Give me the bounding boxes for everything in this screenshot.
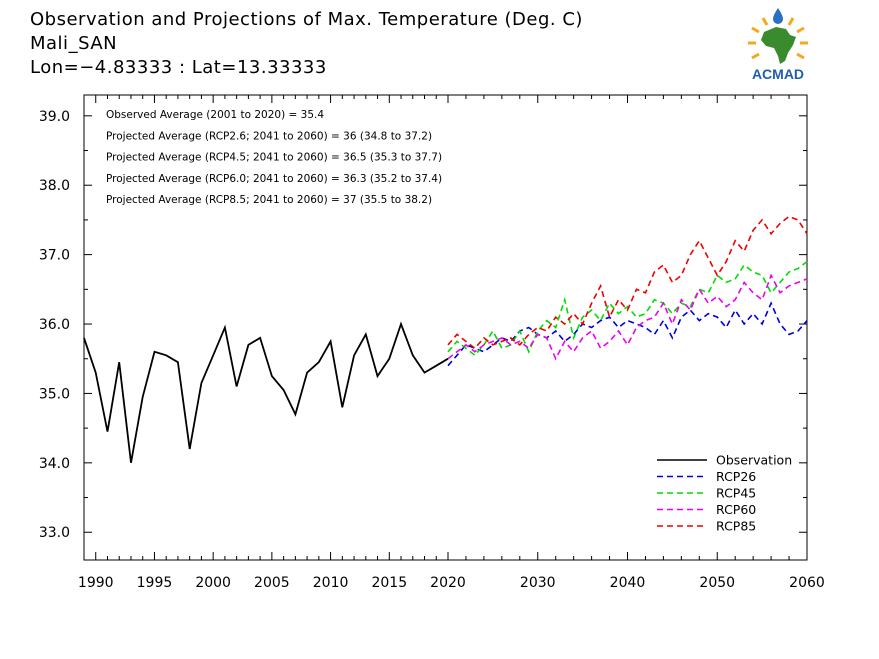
x-tick-label: 2050 — [699, 575, 735, 591]
x-tick-label: 2015 — [371, 575, 407, 591]
series-line-rcp26 — [447, 301, 808, 367]
acmad-logo: ACMAD — [748, 8, 808, 82]
logo-water-drop — [773, 8, 783, 24]
x-tick-label: 2040 — [610, 575, 646, 591]
y-axis: 33.0 34.0 35.0 36.0 37.0 38.0 39.0 — [39, 109, 807, 541]
y-tick-label: 33.0 — [39, 525, 70, 541]
series-line-rcp60 — [447, 273, 808, 361]
series-line-observation — [83, 321, 449, 463]
legend-label: RCP45 — [716, 486, 756, 501]
x-tick-label: 2030 — [520, 575, 556, 591]
annotation-text: Projected Average (RCP2.6; 2041 to 2060)… — [106, 130, 432, 142]
logo-sun-rays — [748, 14, 808, 60]
legend-label: RCP60 — [716, 502, 756, 517]
x-axis: 1990 1995 2000 2005 2010 2015 2020 2030 2040 2050… — [78, 95, 825, 591]
y-tick-label: 35.0 — [39, 386, 70, 402]
x-tick-label: 2000 — [195, 575, 231, 591]
y-tick-label: 36.0 — [39, 317, 70, 333]
x-tick-label: 1990 — [78, 575, 114, 591]
x-tick-label: 2060 — [789, 575, 825, 591]
y-tick-label: 37.0 — [39, 248, 70, 264]
y-tick-label: 39.0 — [39, 109, 70, 125]
data-series — [83, 215, 808, 463]
series-line-rcp45 — [447, 260, 808, 357]
x-tick-label: 2020 — [430, 575, 466, 591]
legend-label: Observation — [716, 453, 792, 468]
chart-title: Observation and Projections of Max. Temp… — [30, 9, 583, 30]
annotation-text: Projected Average (RCP6.0; 2041 to 2060)… — [106, 173, 442, 185]
annotations: Observed Average (2001 to 2020) = 35.4 Pr… — [106, 109, 442, 206]
x-tick-label: 2005 — [254, 575, 290, 591]
annotation-text: Projected Average (RCP4.5; 2041 to 2060)… — [106, 152, 442, 164]
series-line-rcp85 — [447, 215, 808, 350]
plot-frame — [83, 94, 808, 561]
annotation-text: Observed Average (2001 to 2020) = 35.4 — [106, 109, 324, 121]
x-tick-label: 2010 — [313, 575, 349, 591]
x-tick-label: 1995 — [137, 575, 173, 591]
annotation-text: Projected Average (RCP8.5; 2041 to 2060)… — [106, 194, 432, 206]
y-tick-label: 34.0 — [39, 456, 70, 472]
location-name: Mali_SAN — [30, 33, 118, 54]
location-coordinates: Lon=−4.83333 : Lat=13.33333 — [30, 57, 327, 78]
legend-label: RCP85 — [716, 519, 756, 534]
plot-border — [83, 94, 808, 561]
logo-text: ACMAD — [752, 66, 804, 82]
y-tick-label: 38.0 — [39, 178, 70, 194]
legend-label: RCP26 — [716, 469, 756, 484]
logo-africa-shape — [761, 27, 796, 64]
